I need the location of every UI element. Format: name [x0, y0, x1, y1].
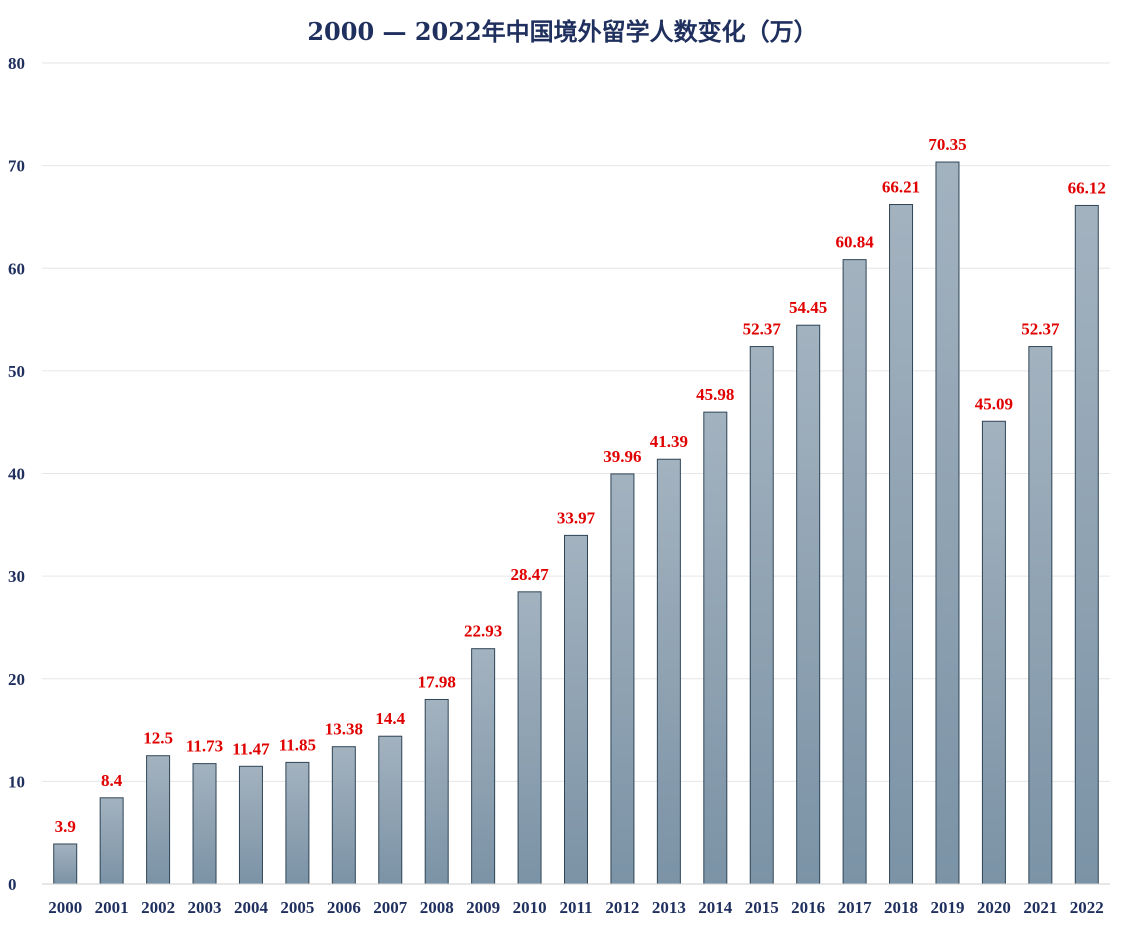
data-label-2013: 41.39 [650, 432, 688, 451]
y-tick-label: 60 [8, 259, 25, 278]
y-tick-label: 50 [8, 362, 25, 381]
bar-2014 [703, 411, 728, 885]
x-tick-label-2016: 2016 [791, 898, 825, 917]
x-tick-label-2010: 2010 [513, 898, 547, 917]
x-tick-label-2014: 2014 [698, 898, 733, 917]
bar-2021 [1028, 346, 1053, 885]
bar-2016 [796, 324, 821, 885]
data-label-2008: 17.98 [418, 672, 456, 691]
bar-2009 [471, 648, 496, 885]
data-label-2010: 28.47 [510, 565, 549, 584]
bar-2019 [935, 161, 960, 885]
bar-2000 [53, 843, 78, 885]
data-label-2009: 22.93 [464, 622, 502, 641]
x-tick-label-2021: 2021 [1023, 898, 1057, 917]
x-tick-label-2003: 2003 [188, 898, 222, 917]
data-label-2003: 11.73 [186, 737, 223, 756]
bar-2004 [238, 765, 263, 885]
x-tick-label-2001: 2001 [95, 898, 129, 917]
x-tick-label-2005: 2005 [280, 898, 314, 917]
bar-2007 [378, 735, 403, 885]
bar-2011 [564, 534, 588, 885]
data-label-2007: 14.4 [375, 709, 405, 728]
bar-2010 [517, 591, 542, 885]
data-label-2021: 52.37 [1021, 320, 1060, 339]
bar-2018 [889, 204, 914, 885]
data-label-2019: 70.35 [928, 135, 966, 154]
bar-2006 [331, 746, 356, 885]
bar-2008 [424, 698, 449, 885]
bar-2005 [285, 761, 310, 885]
x-tick-label-2019: 2019 [930, 898, 964, 917]
data-label-2001: 8.4 [101, 771, 123, 790]
data-label-2005: 11.85 [279, 735, 316, 754]
data-label-2015: 52.37 [743, 320, 782, 339]
x-tick-label-2012: 2012 [605, 898, 639, 917]
y-tick-label: 10 [8, 772, 25, 791]
x-tick-label-2002: 2002 [141, 898, 175, 917]
data-label-2018: 66.21 [882, 178, 920, 197]
x-tick-label-2017: 2017 [838, 898, 873, 917]
y-tick-label: 20 [8, 670, 25, 689]
x-tick-label-2018: 2018 [884, 898, 918, 917]
bar-2017 [842, 259, 867, 885]
data-label-2006: 13.38 [325, 720, 363, 739]
data-label-2016: 54.45 [789, 298, 827, 317]
x-tick-label-2006: 2006 [327, 898, 361, 917]
y-tick-label: 30 [8, 567, 25, 586]
data-label-2017: 60.84 [835, 233, 874, 252]
x-tick-label-2009: 2009 [466, 898, 500, 917]
data-label-2011: 33.97 [557, 508, 596, 527]
bar-2002 [146, 755, 171, 885]
data-label-2012: 39.96 [603, 447, 641, 466]
data-label-2022: 66.12 [1068, 178, 1106, 197]
x-tick-label-2000: 2000 [48, 898, 82, 917]
x-tick-label-2011: 2011 [559, 898, 592, 917]
x-tick-label-2020: 2020 [977, 898, 1011, 917]
y-tick-label: 80 [8, 54, 25, 73]
data-label-2004: 11.47 [232, 739, 270, 758]
x-tick-label-2008: 2008 [420, 898, 454, 917]
x-tick-label-2013: 2013 [652, 898, 686, 917]
y-tick-label: 40 [8, 465, 25, 484]
y-tick-label: 0 [8, 875, 17, 894]
x-tick-label-2004: 2004 [234, 898, 269, 917]
x-tick-label-2022: 2022 [1070, 898, 1104, 917]
bar-2003 [192, 763, 217, 885]
data-label-2002: 12.5 [143, 729, 173, 748]
chart-title: 2000 — 2022年中国境外留学人数变化（万） [307, 17, 818, 46]
bar-2013 [656, 458, 681, 885]
data-label-2020: 45.09 [975, 394, 1013, 413]
data-label-2000: 3.9 [55, 817, 76, 836]
x-tick-label-2007: 2007 [373, 898, 408, 917]
y-tick-label: 70 [8, 157, 25, 176]
bar-2022 [1074, 204, 1099, 885]
bar-2015 [749, 346, 774, 885]
bar-2001 [99, 797, 124, 885]
bar-2012 [610, 473, 635, 885]
bar-2020 [981, 420, 1006, 885]
data-label-2014: 45.98 [696, 385, 734, 404]
x-tick-label-2015: 2015 [745, 898, 779, 917]
